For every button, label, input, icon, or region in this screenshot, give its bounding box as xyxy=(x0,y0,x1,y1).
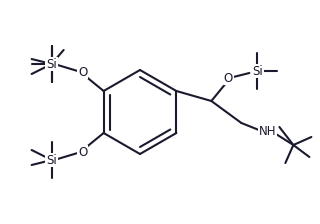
Text: O: O xyxy=(78,146,87,159)
Text: Si: Si xyxy=(46,153,57,166)
Text: Si: Si xyxy=(46,58,57,71)
Text: NH: NH xyxy=(259,125,276,138)
Text: O: O xyxy=(224,71,233,84)
Text: Si: Si xyxy=(252,65,263,78)
Text: O: O xyxy=(78,65,87,78)
